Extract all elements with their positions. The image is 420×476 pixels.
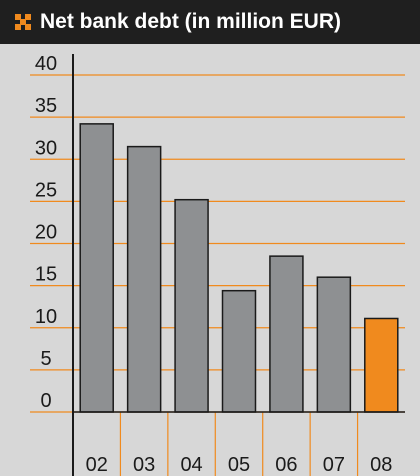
y-tick-label-20: 20 — [35, 222, 57, 244]
y-tick-label-10: 10 — [35, 306, 57, 328]
x-tick-label-08: 08 — [370, 454, 392, 476]
y-tick-label-15: 15 — [35, 264, 57, 286]
bar-04 — [174, 198, 209, 413]
x-tick-label-05: 05 — [228, 454, 250, 476]
bar-06 — [269, 255, 304, 413]
x-tick-label-07: 07 — [323, 454, 345, 476]
y-tick-label-5: 5 — [40, 348, 51, 370]
bar-02 — [79, 123, 114, 413]
y-tick-label-25: 25 — [35, 179, 57, 201]
x-tick-label-06: 06 — [275, 454, 297, 476]
bar-05 — [221, 289, 257, 413]
y-tick-label-0: 0 — [40, 390, 51, 412]
y-tick-label-35: 35 — [35, 95, 57, 117]
orange-pinwheel-icon — [15, 14, 31, 30]
bar-03 — [126, 145, 162, 413]
chart-title: Net bank debt (in million EUR) — [40, 10, 342, 33]
y-tick-label-30: 30 — [35, 137, 57, 159]
x-tick-label-02: 02 — [86, 454, 108, 476]
bar-07 — [316, 276, 352, 413]
x-tick-label-03: 03 — [133, 454, 155, 476]
bar-08 — [364, 317, 399, 413]
x-tick-label-04: 04 — [180, 454, 202, 476]
chart-title-bar: Net bank debt (in million EUR) — [0, 0, 420, 44]
y-tick-label-40: 40 — [35, 53, 57, 75]
